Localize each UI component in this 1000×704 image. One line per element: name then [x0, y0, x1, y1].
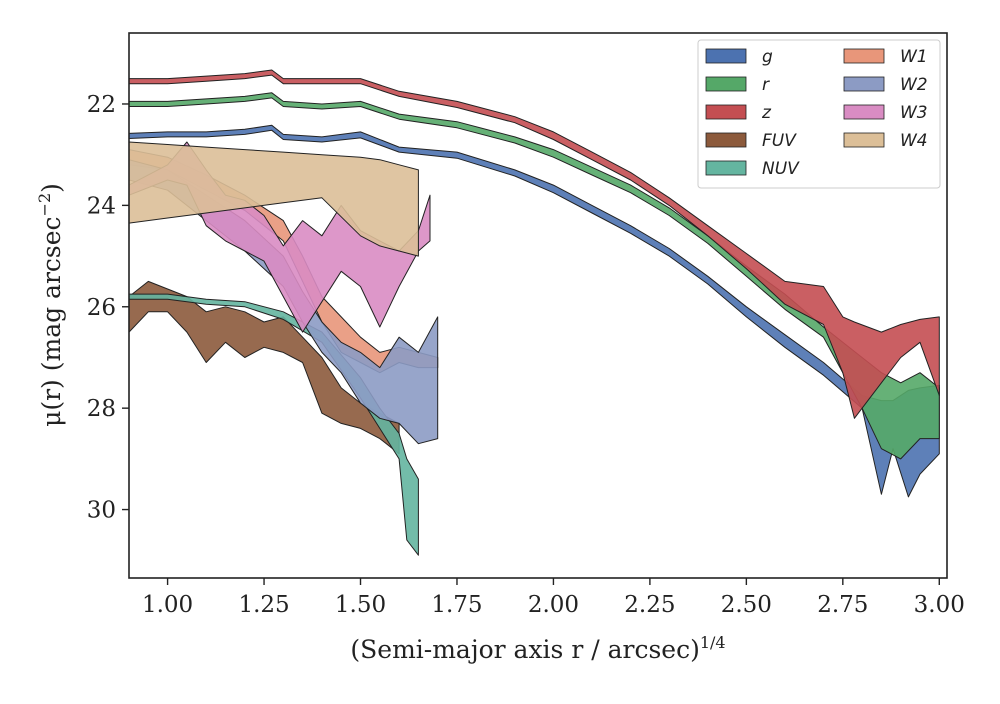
legend-swatch-g [705, 48, 747, 64]
x-axis-label-text: (Semi-major axis r / arcsec) [350, 635, 699, 664]
legend-items: grz FUV NUV W1 W2 W3 W4 [705, 47, 928, 179]
legend-label-w4: W4 [900, 131, 928, 151]
x-axis-label-sup: 1/4 [700, 633, 726, 652]
x-tick-label: 1.25 [238, 592, 289, 618]
legend-label-w1: W1 [900, 47, 928, 67]
legend-label-r: r [762, 75, 770, 95]
y-axis-label-close: ) [37, 183, 66, 193]
legend-swatch-w3 [843, 104, 885, 120]
legend-label-w2: W2 [900, 75, 928, 95]
legend-label-fuv: FUV [762, 131, 797, 151]
y-tick-label: 26 [87, 295, 116, 321]
y-ticks: 22 24 26 28 30 [87, 92, 129, 524]
series-band-z [129, 69, 940, 419]
series-band-w4 [129, 141, 419, 257]
y-axis-label-text: μ(r) (mag arcsec [37, 216, 66, 426]
legend-label-w3: W3 [900, 103, 928, 123]
x-tick-label: 1.75 [431, 592, 482, 618]
legend-label-g: g [762, 47, 773, 67]
legend-label-nuv: NUV [762, 159, 800, 179]
x-tick-label: 2.25 [624, 592, 675, 618]
series-layer [129, 69, 940, 556]
legend-swatch-w1 [843, 48, 885, 64]
legend-swatch-w4 [843, 132, 885, 148]
legend: grz FUV NUV W1 W2 W3 W4 [697, 39, 941, 189]
y-tick-label: 28 [87, 396, 116, 422]
legend-swatch-z [705, 104, 747, 120]
x-tick-label: 2.00 [528, 592, 579, 618]
x-tick-label: 1.00 [142, 592, 193, 618]
legend-swatch-w2 [843, 76, 885, 92]
y-axis-label-sup: −2 [35, 193, 54, 217]
y-tick-label: 22 [87, 92, 116, 118]
series-band-r [129, 92, 940, 460]
x-tick-label: 2.50 [721, 592, 772, 618]
legend-label-z: z [761, 103, 772, 123]
series-band-g [129, 124, 940, 498]
legend-swatch-r [705, 76, 747, 92]
x-tick-label: 2.75 [817, 592, 868, 618]
x-tick-label: 1.50 [335, 592, 386, 618]
x-ticks: 1.00 1.25 1.50 1.75 2.00 2.25 2.50 2.75 3.00 [142, 578, 965, 618]
y-axis-label: μ(r) (mag arcsec−2) [35, 183, 66, 427]
y-tick-label: 24 [87, 193, 116, 219]
y-tick-label: 30 [87, 498, 116, 524]
legend-swatch-fuv [705, 132, 747, 148]
x-axis-label: (Semi-major axis r / arcsec)1/4 [350, 633, 725, 664]
legend-swatch-nuv [705, 160, 747, 176]
series-band-nuv [129, 293, 419, 556]
plot-frame [128, 32, 948, 579]
x-tick-label: 3.00 [914, 592, 965, 618]
